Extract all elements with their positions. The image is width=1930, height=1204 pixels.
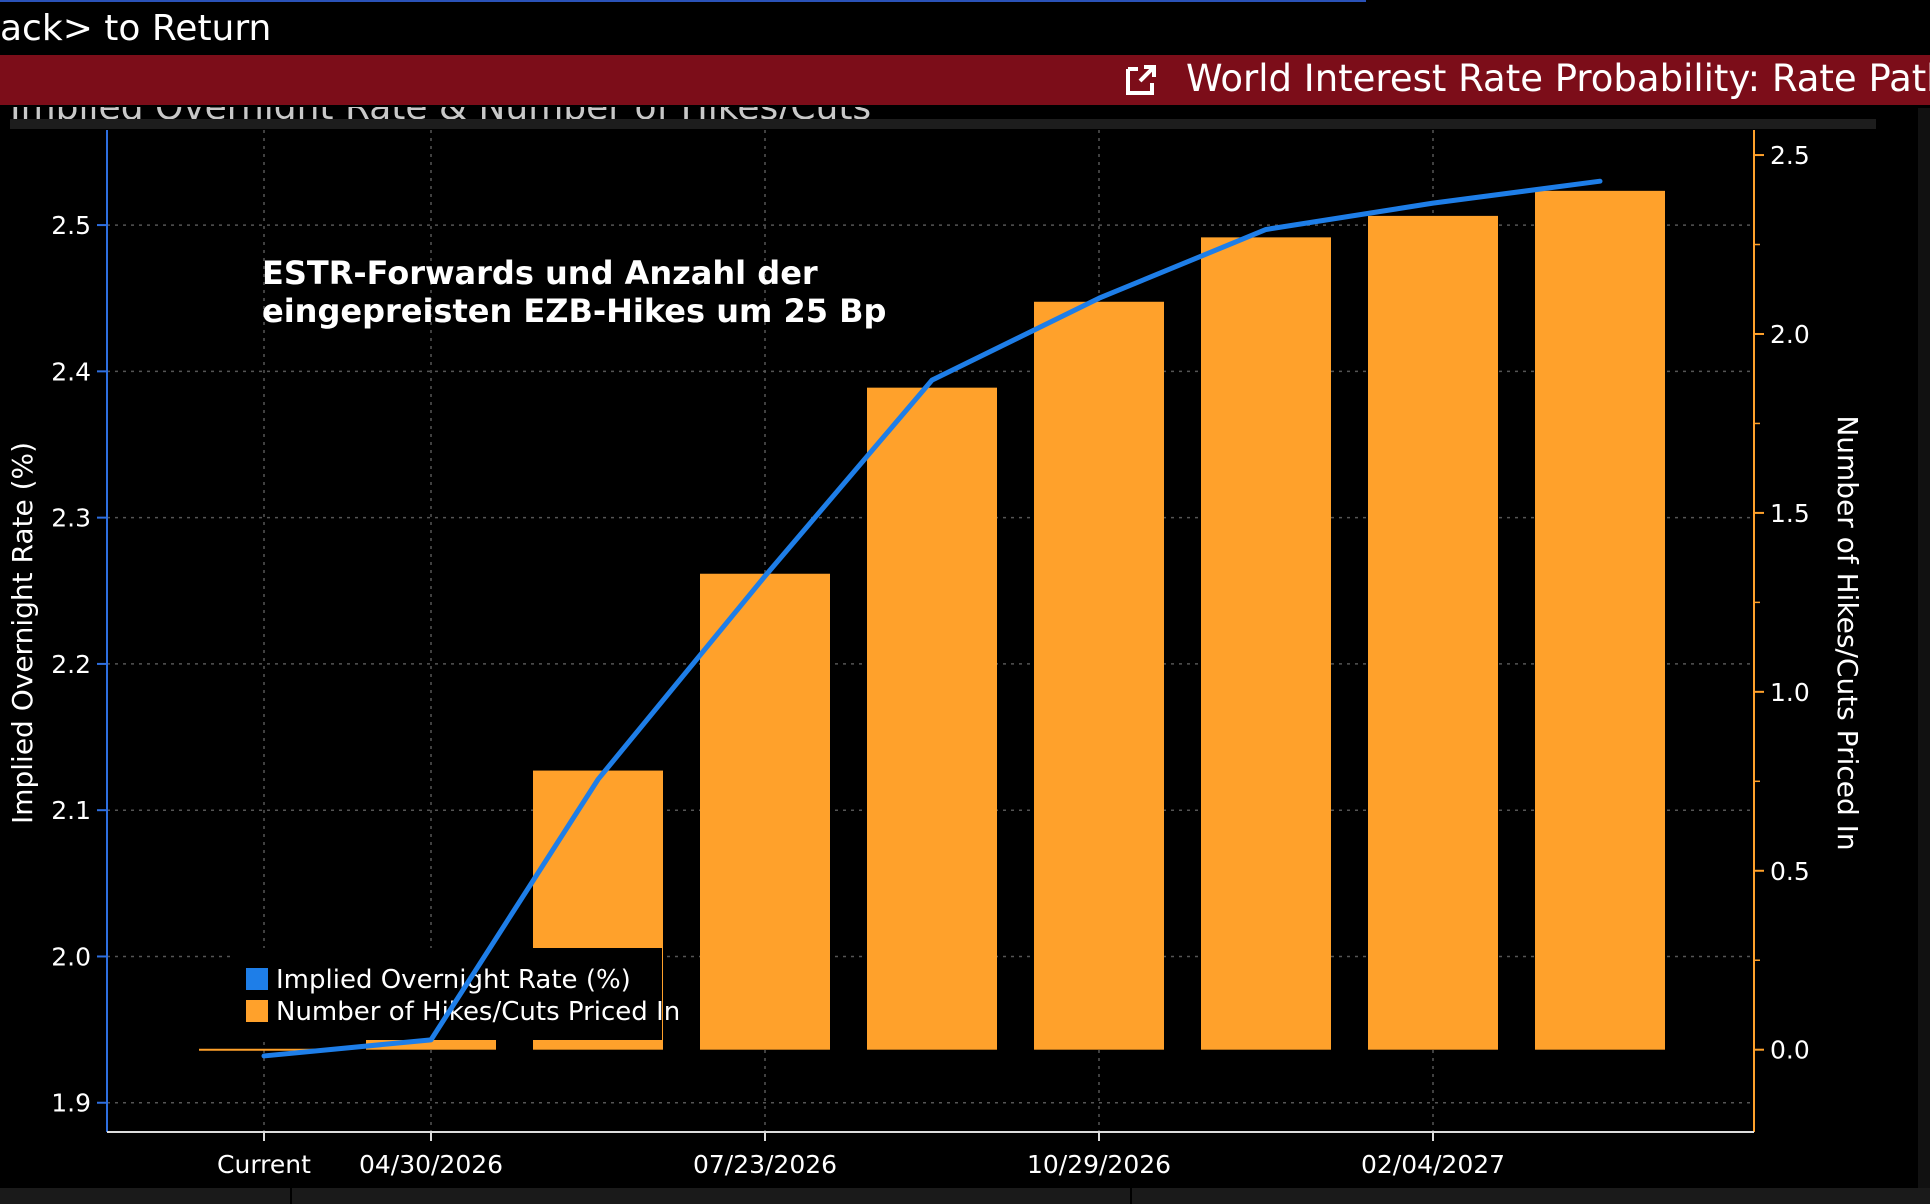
x-axis-tick-label: 10/29/2026 (1027, 1150, 1171, 1179)
legend-line-swatch (246, 968, 268, 990)
x-axis-tick-label: 02/04/2027 (1361, 1150, 1505, 1179)
left-axis-tick-label: 2.1 (51, 796, 91, 825)
left-axis-tick-label: 2.0 (51, 942, 91, 971)
legend-box (230, 948, 662, 1040)
left-axis-tick-label: 2.5 (51, 211, 91, 240)
bottom-status-strip (0, 1188, 1930, 1204)
chart-subtitle-strip: Implied Overnight Rate & Number of Hikes… (0, 107, 1876, 129)
page-title: World Interest Rate Probability: Rate Pa… (1186, 57, 1930, 100)
right-axis-tick-label: 2.5 (1770, 141, 1810, 170)
title-bar: World Interest Rate Probability: Rate Pa… (0, 55, 1930, 105)
axes: 1.9 2.0 2.1 2.2 2.3 2.4 2.5 0.0 0.5 1.0 1.5 2.0 2.5 C… (51, 130, 1810, 1179)
chart-annotation-line-2: eingepreisten EZB-Hikes um 25 Bp (262, 292, 886, 330)
right-axis-tick-label: 2.0 (1770, 320, 1810, 349)
x-axis-tick-label: 04/30/2026 (359, 1150, 503, 1179)
bar (1201, 237, 1331, 1050)
right-axis-tick-label: 1.5 (1770, 499, 1810, 528)
bar-series (199, 190, 1665, 1051)
legend: Implied Overnight Rate (%) Number of Hik… (230, 948, 680, 1040)
back-to-return-link[interactable]: ack> to Return (0, 8, 272, 49)
bar (867, 387, 997, 1050)
right-axis-tick-label: 0.0 (1770, 1036, 1810, 1065)
legend-bar-label: Number of Hikes/Cuts Priced In (276, 997, 680, 1027)
left-axis-tick-label: 2.4 (51, 357, 91, 386)
line-series (261, 178, 1603, 1059)
rate-line (261, 178, 1603, 1059)
bar (1368, 215, 1498, 1050)
bottom-divider (1130, 1188, 1132, 1204)
right-axis-title: Number of Hikes/Cuts Priced In (1831, 415, 1864, 850)
legend-bar-swatch (246, 1000, 268, 1022)
bar (1034, 301, 1164, 1050)
legend-line-label: Implied Overnight Rate (%) (276, 965, 631, 995)
x-axis-tick-label: 07/23/2026 (693, 1150, 837, 1179)
bar (1535, 190, 1665, 1050)
left-axis-tick-label: 1.9 (51, 1089, 91, 1118)
back-bar: ack> to Return (0, 0, 1930, 54)
right-axis-tick-label: 1.0 (1770, 678, 1810, 707)
x-axis-tick-label: Current (217, 1150, 311, 1179)
bar (700, 573, 830, 1050)
right-edge-panel (1918, 108, 1930, 1188)
right-axis-tick-label: 0.5 (1770, 857, 1810, 886)
bottom-divider (290, 1188, 292, 1204)
top-rule (0, 0, 1366, 2)
subtitle-shade (10, 119, 1876, 129)
left-axis-tick-label: 2.3 (51, 504, 91, 533)
chart-annotation-line-1: ESTR-Forwards und Anzahl der (262, 254, 818, 292)
export-icon[interactable] (1120, 59, 1162, 101)
left-axis-tick-label: 2.2 (51, 650, 91, 679)
left-axis-title: Implied Overnight Rate (%) (6, 442, 39, 824)
